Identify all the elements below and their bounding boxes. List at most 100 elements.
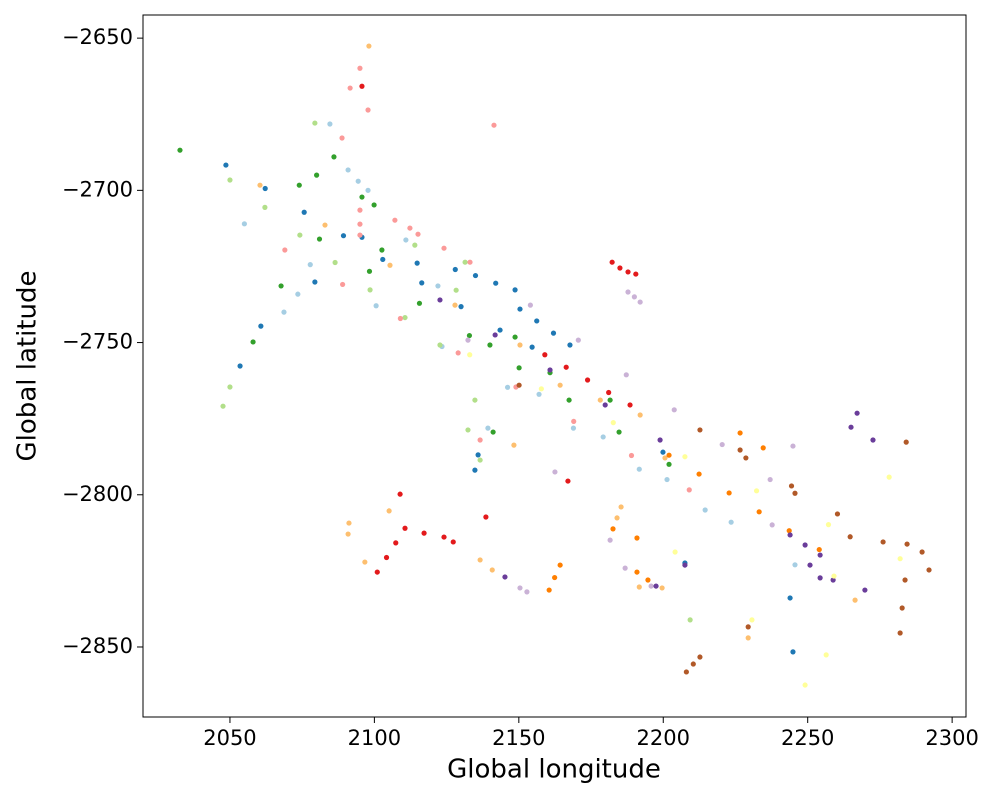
point [617,265,623,271]
point [516,365,522,371]
point [600,434,606,440]
point [340,233,347,239]
point [359,83,365,89]
point [634,535,640,541]
x-axis-label: Global longitude [447,755,661,785]
point [477,437,483,443]
point [786,528,792,534]
point [737,447,743,453]
point [312,120,318,126]
point [880,539,886,545]
point [387,262,393,268]
point [565,478,571,484]
point [567,342,573,348]
point [636,584,642,590]
point [854,410,860,416]
point [412,242,418,248]
y-tick-label: −2750 [62,330,133,354]
point [743,455,749,461]
point [637,412,643,418]
point [281,309,287,315]
point [886,474,892,480]
point [602,402,608,408]
point [465,337,471,343]
point [435,283,441,289]
point [307,262,313,268]
point [397,491,403,497]
point [817,575,823,581]
point [366,268,373,274]
point [903,439,909,445]
point [682,562,688,568]
point [346,520,352,526]
point [407,225,413,231]
point [365,187,371,193]
point [453,287,459,293]
point [616,429,622,435]
point [465,427,471,433]
point [397,315,403,322]
point [477,457,483,463]
y-tick-label: −2850 [62,634,133,658]
point [571,418,577,425]
point [414,260,420,266]
point [347,85,353,91]
point [357,207,363,213]
point [497,327,503,333]
point [487,342,493,348]
point [475,452,481,458]
point [902,577,908,583]
point [769,522,775,528]
point [472,272,479,279]
point [441,245,447,251]
point [848,424,854,430]
point [357,232,363,238]
point [802,682,808,688]
point [625,269,631,275]
point [660,449,666,455]
point [177,147,183,153]
point [830,577,836,583]
point [552,574,558,581]
point [458,304,464,310]
point [696,471,702,477]
point [262,185,268,192]
point [749,617,755,623]
point [322,222,328,228]
point [790,649,796,655]
point [512,287,518,293]
point [666,452,672,458]
point [241,221,247,227]
point [227,384,233,390]
point [327,121,333,127]
point [659,585,665,591]
point [386,508,392,514]
point [760,445,766,451]
point [467,352,473,358]
point [690,661,696,667]
point [258,323,264,329]
point [373,303,379,309]
point [625,289,631,295]
point [437,342,443,348]
point [546,587,552,593]
point [618,504,624,510]
point [462,259,468,265]
point [517,585,523,591]
point [633,271,639,277]
point [634,569,640,575]
point [421,530,427,536]
point [441,534,447,540]
point [547,367,553,373]
point [557,382,563,388]
y-axis-label: Global latitude [13,271,43,462]
point [493,280,499,286]
point [527,302,533,308]
point [437,297,443,303]
point [834,511,841,517]
point [753,488,760,494]
point [790,443,796,449]
point [538,386,544,392]
point [504,384,511,390]
